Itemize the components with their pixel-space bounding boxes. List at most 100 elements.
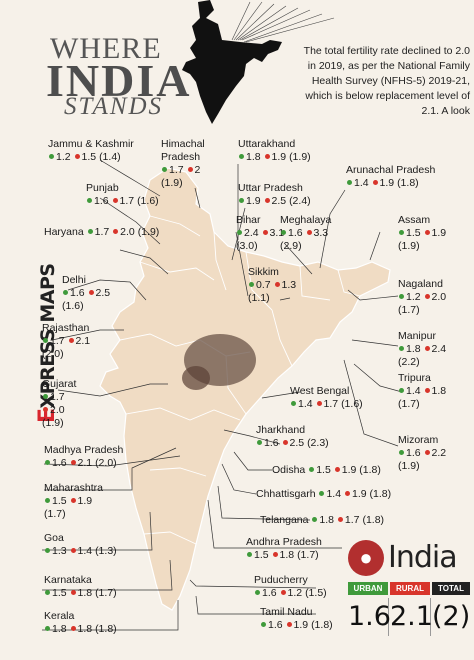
rural-value: 1.9 bbox=[379, 177, 395, 189]
urban-dot-icon bbox=[399, 230, 404, 236]
rural-value: 1.8 bbox=[279, 549, 295, 561]
rural-value: 1.8 bbox=[77, 623, 93, 635]
state-label-west-bengal: West Bengal 1.4 1.7 (1.6) bbox=[290, 385, 363, 411]
urban-value: 1.6 bbox=[288, 227, 303, 239]
total-value: (3.0) bbox=[236, 240, 258, 252]
state-label-jammu-kashmir: Jammu & Kashmir 1.2 1.5 (1.4) bbox=[48, 138, 134, 164]
urban-dot-icon bbox=[162, 167, 167, 173]
urban-dot-icon bbox=[255, 590, 260, 596]
urban-value: 1.4 bbox=[326, 488, 342, 500]
urban-value: 1.4 bbox=[298, 398, 313, 410]
state-label-karnataka: Karnataka 1.5 1.8 (1.7) bbox=[44, 574, 117, 600]
total-value: (1.7) bbox=[297, 549, 319, 561]
urban-dot-icon bbox=[399, 388, 404, 394]
state-name: Arunachal Pradesh bbox=[346, 164, 436, 176]
total-value: (1.1) bbox=[248, 292, 270, 304]
state-name: Jammu & Kashmir bbox=[48, 138, 134, 150]
urban-dot-icon bbox=[309, 467, 315, 473]
india-silhouette-balloon bbox=[182, 0, 335, 124]
urban-value: 1.6 bbox=[406, 447, 421, 459]
title-line-2: INDIA bbox=[46, 55, 192, 106]
urban-dot-icon bbox=[291, 401, 296, 407]
title-line-1: WHERE bbox=[50, 32, 162, 65]
total-caption: TOTAL bbox=[432, 582, 470, 595]
urban-dot-icon bbox=[43, 338, 48, 344]
urban-value: 1.2 bbox=[406, 291, 421, 303]
urban-value: 2.4 bbox=[244, 227, 259, 239]
urban-dot-icon bbox=[63, 290, 68, 296]
rural-dot-icon bbox=[113, 229, 119, 235]
urban-value: 1.6 bbox=[52, 457, 67, 469]
rural-dot-icon bbox=[334, 467, 340, 473]
rural-caption: RURAL bbox=[390, 582, 430, 595]
total-value: (1.8) bbox=[362, 514, 385, 526]
rural-dot-icon bbox=[424, 388, 430, 394]
state-name: Nagaland bbox=[398, 278, 443, 290]
mother-icon: ● bbox=[348, 540, 384, 576]
urban-value: 1.5 bbox=[52, 587, 67, 599]
urban-value: 1.5 bbox=[254, 549, 269, 561]
rural-dot-icon bbox=[274, 282, 280, 288]
state-name: Uttar Pradesh bbox=[238, 182, 303, 194]
total-value: (1.6) bbox=[137, 195, 159, 207]
state-label-delhi: Delhi 1.6 2.5 (1.6) bbox=[62, 274, 110, 313]
urban-value: 1.8 bbox=[246, 151, 261, 163]
state-label-uttar-pradesh: Uttar Pradesh 1.9 2.5 (2.4) bbox=[238, 182, 311, 208]
urban-dot-icon bbox=[399, 450, 404, 456]
urban-caption: URBAN bbox=[348, 582, 388, 595]
state-name: Goa bbox=[44, 532, 64, 544]
urban-dot-icon bbox=[45, 498, 50, 504]
rural-value: 2.4 bbox=[431, 343, 447, 355]
rural-dot-icon bbox=[187, 167, 193, 173]
urban-dot-icon bbox=[45, 548, 50, 554]
rural-value: 2.0 bbox=[120, 226, 135, 238]
rural-dot-icon bbox=[264, 198, 270, 204]
rural-dot-icon bbox=[43, 407, 48, 413]
state-label-jharkhand: Jharkhand 1.6 2.5 (2.3) bbox=[256, 424, 329, 450]
rural-dot-icon bbox=[68, 338, 74, 344]
urban-value: 1.6 bbox=[264, 437, 279, 449]
state-name: Maharashtra bbox=[44, 482, 103, 494]
state-name: Bihar bbox=[236, 214, 261, 226]
total-value: (1.9) bbox=[398, 240, 420, 252]
urban-dot-icon bbox=[399, 346, 404, 352]
state-label-assam: Assam 1.5 1.9 (1.9) bbox=[398, 214, 446, 253]
total-value: (1.7) bbox=[398, 398, 420, 410]
urban-dot-icon bbox=[399, 294, 404, 300]
state-name: West Bengal bbox=[290, 385, 350, 397]
leader-lines bbox=[42, 159, 403, 631]
urban-dot-icon bbox=[49, 154, 54, 160]
urban-dot-icon bbox=[312, 517, 318, 523]
rural-dot-icon bbox=[372, 180, 378, 186]
rural-value: 3.3 bbox=[313, 227, 329, 239]
urban-value: 1.4 bbox=[406, 385, 421, 397]
state-name: Madhya Pradesh bbox=[44, 444, 124, 456]
total-value: (2.9) bbox=[280, 240, 302, 252]
urban-value: 1.7 bbox=[94, 226, 110, 238]
urban-value: 1.8 bbox=[406, 343, 421, 355]
rural-dot-icon bbox=[345, 491, 350, 497]
total-value: (1.8) bbox=[397, 177, 419, 189]
total-value: (1.8) bbox=[95, 623, 117, 635]
urban-value: 1.9 bbox=[246, 195, 261, 207]
india-title: India bbox=[388, 540, 458, 575]
rural-value: 2.5 bbox=[271, 195, 287, 207]
urban-dot-icon bbox=[45, 460, 50, 466]
total-value: (1.7) bbox=[95, 587, 117, 599]
rural-dot-icon bbox=[280, 590, 286, 596]
rural-dot-icon bbox=[424, 230, 430, 236]
urban-dot-icon bbox=[281, 230, 286, 236]
rural-dot-icon bbox=[70, 548, 76, 554]
state-name: Punjab bbox=[86, 182, 119, 194]
state-name: Andhra Pradesh bbox=[246, 536, 322, 548]
urban-dot-icon bbox=[249, 282, 254, 288]
state-name: Gujarat bbox=[42, 378, 77, 390]
rural-dot-icon bbox=[70, 498, 76, 504]
rural-dot-icon bbox=[70, 460, 76, 466]
total-value: (1.7) bbox=[44, 508, 66, 520]
urban-dot-icon bbox=[347, 180, 352, 186]
urban-value: 1.5 bbox=[52, 495, 67, 507]
state-label-bihar: Bihar 2.4 3.1 (3.0) bbox=[236, 214, 284, 253]
state-label-tripura: Tripura 1.4 1.8 (1.7) bbox=[398, 372, 446, 411]
urban-dot-icon bbox=[45, 626, 50, 632]
